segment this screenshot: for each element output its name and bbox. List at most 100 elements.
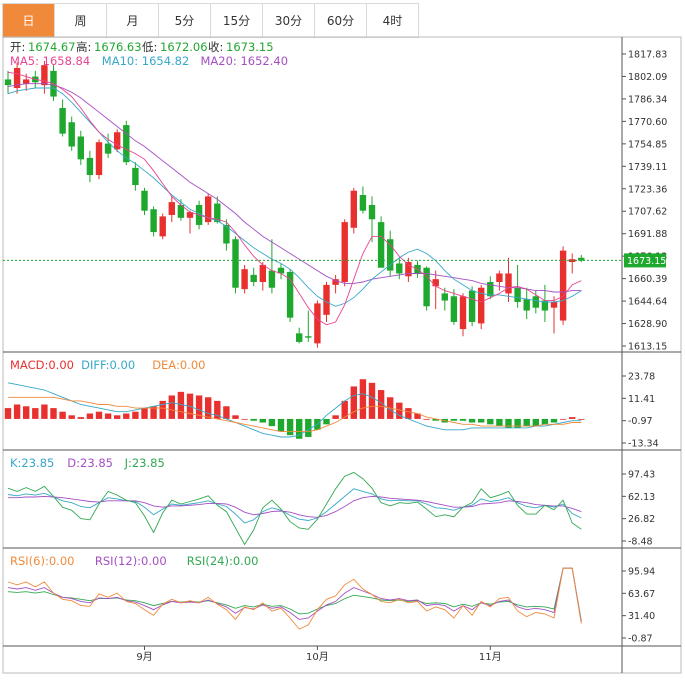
candle-body	[286, 272, 294, 318]
macd-tick-label: 23.78	[628, 372, 655, 383]
macd-bar	[259, 418, 266, 423]
candle-body	[578, 257, 585, 261]
macd-bar	[23, 406, 30, 419]
tab-7[interactable]: 4时	[367, 4, 419, 37]
macd-bar	[223, 406, 230, 419]
candle-body	[186, 212, 194, 218]
price-tick-label: 1628.90	[628, 319, 667, 330]
macd-bar	[377, 390, 385, 419]
ma10-line	[7, 87, 582, 307]
tab-4[interactable]: 15分	[211, 4, 263, 37]
ohlc-label: 高:	[76, 40, 91, 54]
kdj-legend-item: J:23.85	[124, 456, 165, 470]
ohlc-value: 1674.67	[28, 40, 76, 54]
macd-bar	[487, 418, 494, 425]
candle-body	[150, 209, 157, 233]
macd-bar	[505, 418, 512, 428]
candle-body	[123, 125, 130, 163]
candle-body	[396, 263, 403, 274]
ohlc-label: 开:	[10, 40, 25, 54]
macd-bar	[532, 418, 539, 427]
candle-body	[13, 68, 21, 88]
macd-bar	[104, 413, 112, 419]
rsi-tick-label: 95.94	[628, 567, 655, 578]
candle-body	[268, 270, 276, 288]
candle-body	[368, 204, 376, 220]
macd-bar	[4, 408, 12, 419]
price-tick-label: 1770.60	[628, 117, 667, 128]
candle-body	[350, 190, 357, 228]
tab-2[interactable]: 月	[107, 4, 159, 37]
price-tick-label: 1786.34	[628, 94, 667, 105]
rsi-tick-label: 63.67	[628, 589, 655, 600]
tab-5[interactable]: 30分	[263, 4, 315, 37]
candle-body	[432, 279, 439, 287]
macd-bar	[159, 400, 166, 419]
kdj-legend-item: D:23.85	[67, 456, 113, 470]
tab-3[interactable]: 5分	[159, 4, 211, 37]
candle-body	[168, 202, 175, 215]
candle-body	[487, 282, 494, 297]
price-tick-label: 1739.11	[628, 162, 667, 173]
macd-bar	[123, 413, 130, 419]
macd-bar	[468, 418, 476, 423]
candle-body	[114, 132, 121, 150]
macd-bar	[68, 415, 75, 419]
macd-bar	[423, 418, 430, 420]
macd-bar	[450, 418, 458, 421]
macd-bar	[277, 418, 285, 432]
macd-bar	[50, 408, 57, 419]
candle-body	[132, 167, 139, 186]
candle-body	[505, 273, 512, 294]
macd-bar	[459, 418, 467, 421]
macd-legend-item: DIFF:0.00	[81, 358, 135, 372]
macd-bar	[305, 418, 312, 437]
rsi6-line	[7, 567, 582, 630]
macd-bar	[569, 417, 576, 419]
tab-1[interactable]: 周	[55, 4, 107, 37]
macd-bar	[205, 397, 212, 419]
ohlc-label: 低:	[142, 40, 157, 54]
ma-legend-item: MA10: 1654.82	[102, 54, 190, 68]
tab-6[interactable]: 60分	[315, 4, 367, 37]
candle-body	[68, 122, 75, 147]
candle-body	[86, 157, 94, 176]
tab-0[interactable]: 日	[3, 4, 55, 37]
macd-bar	[414, 413, 421, 419]
macd-bar	[114, 415, 121, 419]
candle-body	[95, 142, 103, 176]
macd-bar	[405, 408, 412, 419]
rsi24-line	[7, 567, 582, 621]
candle-body	[314, 303, 321, 344]
macd-bar	[341, 400, 348, 419]
candle-body	[332, 279, 339, 285]
price-tick-label: 1660.39	[628, 274, 667, 285]
candle-body	[205, 196, 212, 223]
macd-bar	[13, 404, 21, 419]
macd-bar	[323, 418, 330, 425]
macd-bar	[214, 400, 221, 419]
macd-bar	[578, 418, 585, 420]
rsi-legend-item: RSI(6):0.00	[10, 554, 74, 568]
diff-line	[7, 382, 582, 438]
candle-body	[459, 296, 467, 330]
macd-bar	[232, 415, 239, 419]
macd-bar	[559, 418, 567, 420]
candle-body	[496, 273, 503, 283]
rsi-legend-item: RSI(24):0.00	[187, 554, 259, 568]
candle-body	[559, 250, 567, 321]
macd-bar	[350, 386, 357, 419]
macd-bar	[150, 406, 157, 419]
candle-body	[468, 290, 476, 322]
rsi-tick-label: -0.87	[628, 634, 653, 645]
candle-body	[323, 284, 330, 315]
rsi-legend-item: RSI(12):0.00	[95, 554, 167, 568]
candle-body	[296, 333, 303, 342]
macd-bar	[478, 418, 485, 423]
kdj-tick-label: -8.48	[628, 537, 653, 548]
candle-body	[305, 336, 312, 338]
price-tick-label: 1817.83	[628, 50, 667, 61]
macd-bar	[514, 418, 521, 428]
candle-body	[550, 301, 558, 308]
